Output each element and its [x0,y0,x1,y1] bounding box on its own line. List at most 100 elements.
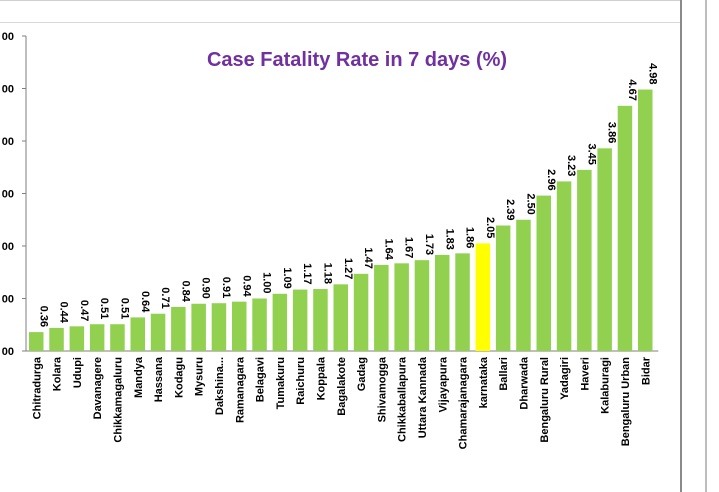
bar [191,303,206,351]
chart-title: Case Fatality Rate in 7 days (%) [207,49,507,71]
y-tick-label: 00 [2,241,14,253]
category-label: Belagavi [255,357,267,402]
bar [333,284,348,351]
category-label: Dakshina... [214,357,226,415]
y-axis: 00 00 00 00 00 00 00 [2,31,659,358]
y-tick-label: 00 [2,346,14,358]
value-label: 0.71 [159,287,171,308]
category-label: Ballari [498,357,510,391]
category-label: Chikkamagaluru [112,357,124,443]
category-label: Davanagere [92,357,104,419]
bar [435,254,450,351]
category-label: Uttara Kannada [417,356,429,438]
bar [313,289,328,351]
value-label: 1.47 [362,247,374,268]
value-label: 1.17 [301,263,313,284]
bar [292,289,308,351]
value-label: 4.98 [646,63,658,84]
value-label: 0.51 [118,298,130,319]
window-separator [0,22,680,23]
y-tick-label: 00 [2,294,14,306]
value-label: 0.90 [200,277,212,298]
window-top-border [0,0,680,1]
value-label: 1.73 [423,234,435,255]
value-label: 0.64 [139,291,151,313]
bar-highlight [475,243,491,351]
bar [617,105,633,351]
value-label: 1.00 [261,272,273,293]
bar [110,324,125,351]
category-labels-group: Chitradurga Kolara Udupi Davanagere Chikkama… [31,356,652,449]
category-label: Dharwada [518,356,530,409]
value-label: 0.91 [220,277,232,298]
bar [516,219,531,351]
bar [171,306,186,351]
value-label: 3.23 [565,155,577,176]
y-tick-label: 00 [2,136,14,148]
category-label: Bidar [640,356,652,385]
bar [29,332,44,351]
bar [495,225,511,351]
category-label: Hassana [153,356,165,402]
bar [69,326,85,351]
category-label: Haveri [579,357,591,391]
bar [536,195,551,351]
value-label: 1.27 [342,258,354,279]
value-label: 2.05 [484,217,496,238]
value-label: 0.44 [58,301,70,323]
category-label: Kolara [52,356,64,391]
bar [130,317,145,351]
window-right-border [680,0,682,492]
bar [556,181,572,351]
category-label: Mysuru [194,357,206,396]
bar [232,301,247,351]
bar [150,313,166,351]
bar [353,273,369,351]
category-label: Kalaburagi [600,357,612,414]
value-label: 0.94 [240,275,252,297]
value-label: 3.86 [606,122,618,143]
value-label: 4.67 [626,79,638,100]
y-tick-label: 00 [2,84,14,96]
bar [49,327,64,351]
value-label: 1.67 [403,237,415,258]
value-label: 0.36 [37,306,49,327]
bar [89,324,105,351]
bar [597,148,612,351]
bar [252,298,267,351]
category-label: Udupi [72,357,84,388]
value-label: 2.96 [545,169,557,190]
bar [394,263,409,351]
category-label: Shivamogga [376,356,388,422]
value-label: 2.50 [524,193,536,214]
category-label: Bagalakote [336,357,348,416]
category-label: Tumakuru [275,357,287,409]
category-label: karnataka [478,356,490,408]
category-label: Koppala [315,356,327,400]
bar [414,260,430,351]
bar [211,303,227,351]
bar [374,264,389,351]
value-labels-group: 0.36 0.44 0.47 0.51 0.51 0.64 0.71 0.84 0.90 0.91… [37,63,658,327]
category-label: Chitradurga [31,356,43,419]
value-label: 1.64 [382,238,394,260]
category-label: Bengaluru Rural [539,357,551,443]
value-label: 0.51 [98,298,110,319]
category-label: Ramanagara [234,356,246,423]
category-label: Chikkaballapura [397,356,409,442]
y-tick-label: 00 [2,31,14,43]
value-label: 0.47 [78,300,90,321]
value-label: 2.39 [504,199,516,220]
value-label: 1.83 [443,229,455,250]
value-label: 3.45 [585,143,597,164]
category-label: Bengaluru Urban [620,357,632,447]
category-label: Chamarajanagara [458,356,470,449]
bars-group [29,89,653,352]
y-tick-label: 00 [2,189,14,201]
value-label: 0.84 [179,280,191,302]
category-label: Mandya [133,356,145,398]
value-label: 1.09 [281,267,293,288]
category-label: Vijayapura [437,356,449,412]
window-scrollbar-edge [705,0,707,492]
